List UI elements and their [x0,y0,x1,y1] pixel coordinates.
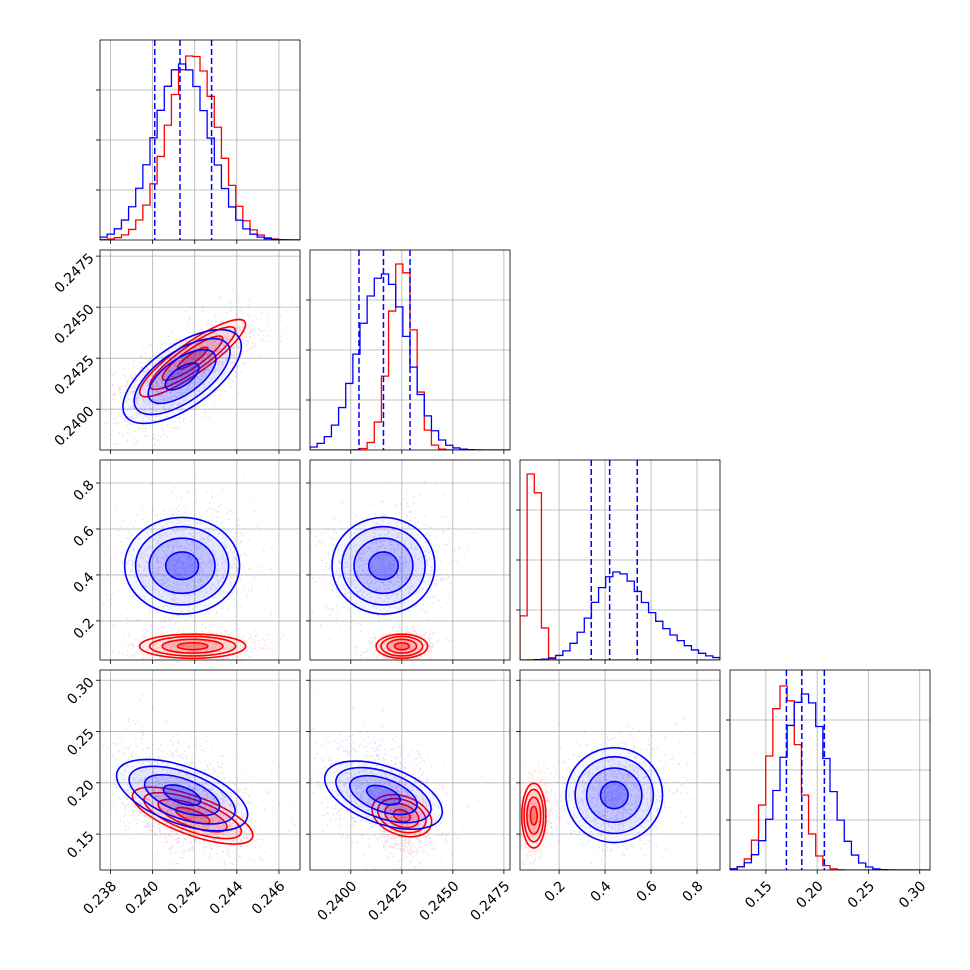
y-tick-label: 0.30 [64,675,97,708]
histogram-blue [100,63,300,240]
x-tick-label: 0.242 [165,878,205,918]
contour-red [143,791,243,840]
histogram-panel-1 [306,249,511,454]
contour-blue [349,774,418,816]
x-tick-label: 0.2425 [365,878,411,924]
x-tick-label: 0.8 [680,878,707,905]
contour-red [386,638,418,654]
y-tick-label: 0.20 [64,777,97,810]
x-tick-label: 0.2400 [314,878,360,924]
histogram-red [100,55,300,240]
contour-blue [335,766,432,824]
contour-blue [147,348,217,405]
contour-blue [367,551,399,581]
y-tick-label: 0.2450 [52,301,98,347]
axes-frame [99,669,301,871]
y-tick-label: 0.6 [71,523,98,550]
scatter-blue [100,694,296,870]
contour-blue [122,328,243,425]
x-tick-label: 0.244 [207,878,247,918]
x-tick-label: 0.2475 [468,878,514,924]
contour-blue [162,784,202,807]
scatter-panel-2-0 [96,459,301,664]
contour-red [138,633,247,660]
contour-blue [599,780,629,810]
scatter-panel-1-0 [96,249,301,454]
contour-blue [148,537,216,595]
contour-red [520,782,547,849]
contour-red [376,797,427,834]
x-tick-label: 0.238 [80,878,120,918]
y-tick-label: 0.2400 [52,404,98,450]
contour-red [148,635,237,657]
x-tick-label: 0.4 [588,878,615,905]
histogram-blue [520,571,720,660]
axes-frame [309,459,511,661]
contour-red [375,633,429,660]
y-tick-label: 0.2 [71,615,98,642]
contour-blue [134,525,230,606]
contour-red [523,788,545,843]
contour-blue [164,362,200,391]
x-tick-label: 0.6 [634,878,661,905]
histogram-red [730,685,930,870]
histogram-panel-0 [96,39,301,244]
x-tick-label: 0.2450 [417,878,463,924]
y-tick-label: 0.15 [64,828,97,861]
histogram-red [520,473,720,660]
contour-blue [133,337,231,416]
y-tick-label: 0.2425 [52,353,98,399]
x-tick-label: 0.246 [249,878,289,918]
x-tick-label: 0.25 [845,878,878,911]
contour-red [161,638,224,654]
x-tick-label: 0.2 [542,878,569,905]
axes-frame [309,669,511,871]
contour-blue [365,784,402,806]
contour-red [526,796,542,835]
x-tick-label: 0.20 [793,878,826,911]
y-tick-label: 0.8 [71,477,98,504]
scatter-panel-3-2 [516,669,721,874]
scatter-panel-3-1 [306,669,511,874]
contour-red [176,641,209,651]
y-tick-label: 0.4 [71,569,98,596]
axes-frame [99,249,301,451]
axes-frame [99,459,301,661]
scatter-panel-2-1 [306,459,511,664]
contour-blue [115,758,249,832]
contour-blue [323,760,444,830]
contour-blue [331,516,436,615]
contour-blue [164,551,200,581]
contour-blue [574,755,655,835]
histogram-panel-3 [726,669,931,874]
contour-red [529,805,539,826]
contour-blue [353,537,414,595]
scatter-blue [312,680,483,870]
contour-blue [585,767,643,824]
histogram-panel-2 [516,459,721,664]
y-tick-label: 0.25 [64,726,97,759]
contour-red [393,641,410,651]
scatter-red [100,743,295,870]
contour-blue [341,525,426,606]
contour-blue [565,746,664,844]
contour-blue [143,773,221,817]
y-tick-label: 0.2475 [52,250,98,296]
axes-frame [519,669,721,871]
contour-blue [128,765,236,825]
scatter-blue [100,476,273,658]
x-tick-label: 0.240 [123,878,163,918]
scatter-panel-3-0 [96,669,301,874]
histogram-blue [730,693,930,870]
contour-red [138,318,247,398]
contour-red [392,808,412,823]
contour-blue [123,516,241,615]
x-tick-label: 0.30 [896,878,929,911]
x-tick-label: 0.15 [742,878,775,911]
contour-red [380,635,424,657]
